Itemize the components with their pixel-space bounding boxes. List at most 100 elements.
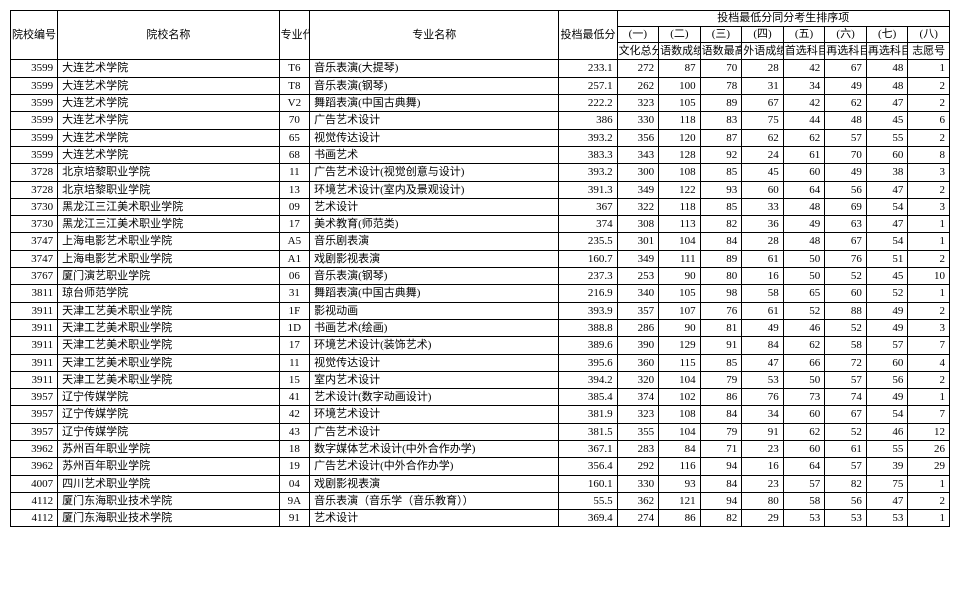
table-row: 3957辽宁传媒学院43广告艺术设计381.535510479916252461… [11, 423, 950, 440]
cell-school: 大连艺术学院 [58, 77, 280, 94]
cell-c6: 74 [825, 389, 867, 406]
header-group: 投档最低分同分考生排序项 [617, 11, 949, 27]
cell-c4: 29 [742, 510, 784, 527]
cell-c2: 104 [659, 423, 701, 440]
cell-code: 3957 [11, 423, 58, 440]
cell-score: 394.2 [559, 371, 617, 388]
cell-c3: 84 [700, 233, 742, 250]
cell-c1: 374 [617, 389, 659, 406]
cell-mcode: 9A [279, 492, 309, 509]
cell-c6: 53 [825, 510, 867, 527]
cell-school: 大连艺术学院 [58, 112, 280, 129]
cell-code: 3911 [11, 371, 58, 388]
cell-major: 广告艺术设计(中外合作办学) [310, 458, 559, 475]
cell-score: 395.6 [559, 354, 617, 371]
cell-c5: 53 [783, 510, 825, 527]
cell-mcode: 19 [279, 458, 309, 475]
cell-c3: 71 [700, 441, 742, 458]
header-c7: 再选科目次高成绩 [866, 43, 908, 60]
cell-c5: 62 [783, 337, 825, 354]
cell-c2: 118 [659, 198, 701, 215]
cell-c8: 1 [908, 216, 950, 233]
cell-c3: 93 [700, 181, 742, 198]
cell-mcode: 65 [279, 129, 309, 146]
cell-code: 3728 [11, 181, 58, 198]
cell-c7: 39 [866, 458, 908, 475]
cell-c2: 104 [659, 371, 701, 388]
cell-c6: 48 [825, 112, 867, 129]
cell-c8: 2 [908, 302, 950, 319]
cell-c3: 84 [700, 406, 742, 423]
cell-c6: 70 [825, 146, 867, 163]
cell-c8: 26 [908, 441, 950, 458]
header-subnum-5: (五) [783, 27, 825, 43]
table-row: 3911天津工艺美术职业学院11视觉传达设计395.63601158547667… [11, 354, 950, 371]
table-row: 4112厦门东海职业技术学院9A音乐表演（音乐学（音乐教育））55.536212… [11, 492, 950, 509]
cell-c6: 49 [825, 77, 867, 94]
cell-c8: 8 [908, 146, 950, 163]
cell-c4: 60 [742, 181, 784, 198]
cell-c5: 44 [783, 112, 825, 129]
cell-c1: 262 [617, 77, 659, 94]
cell-c4: 91 [742, 423, 784, 440]
cell-c5: 62 [783, 423, 825, 440]
cell-c6: 58 [825, 337, 867, 354]
cell-major: 环境艺术设计(装饰艺术) [310, 337, 559, 354]
cell-mcode: 06 [279, 268, 309, 285]
cell-c7: 57 [866, 337, 908, 354]
table-row: 3911天津工艺美术职业学院17环境艺术设计(装饰艺术)389.63901299… [11, 337, 950, 354]
cell-c6: 57 [825, 371, 867, 388]
cell-score: 393.2 [559, 164, 617, 181]
cell-major: 艺术设计 [310, 198, 559, 215]
cell-c8: 29 [908, 458, 950, 475]
cell-code: 3962 [11, 441, 58, 458]
cell-c3: 89 [700, 95, 742, 112]
cell-major: 美术教育(师范类) [310, 216, 559, 233]
cell-c1: 349 [617, 250, 659, 267]
cell-mcode: 13 [279, 181, 309, 198]
cell-school: 北京培黎职业学院 [58, 164, 280, 181]
cell-mcode: 15 [279, 371, 309, 388]
cell-c3: 70 [700, 60, 742, 77]
cell-school: 上海电影艺术职业学院 [58, 233, 280, 250]
table-row: 3747上海电影艺术职业学院A1戏剧影视表演160.73491118961507… [11, 250, 950, 267]
cell-mcode: 17 [279, 216, 309, 233]
cell-c2: 129 [659, 337, 701, 354]
cell-c3: 92 [700, 146, 742, 163]
cell-c4: 31 [742, 77, 784, 94]
cell-c1: 300 [617, 164, 659, 181]
cell-c7: 53 [866, 510, 908, 527]
cell-code: 3767 [11, 268, 58, 285]
cell-c4: 16 [742, 458, 784, 475]
cell-c7: 38 [866, 164, 908, 181]
cell-c7: 54 [866, 198, 908, 215]
cell-c8: 7 [908, 406, 950, 423]
cell-c5: 65 [783, 285, 825, 302]
table-row: 3911天津工艺美术职业学院1D书画艺术(绘画)388.828690814946… [11, 319, 950, 336]
cell-c7: 47 [866, 492, 908, 509]
table-header: 院校编号 院校名称 专业代号 专业名称 投档最低分 投档最低分同分考生排序项 (… [11, 11, 950, 60]
cell-c3: 85 [700, 164, 742, 181]
cell-code: 3599 [11, 146, 58, 163]
cell-c4: 67 [742, 95, 784, 112]
cell-c7: 60 [866, 354, 908, 371]
cell-school: 琼台师范学院 [58, 285, 280, 302]
cell-mcode: 1D [279, 319, 309, 336]
cell-c1: 356 [617, 129, 659, 146]
cell-c6: 56 [825, 181, 867, 198]
cell-code: 3811 [11, 285, 58, 302]
cell-mcode: 68 [279, 146, 309, 163]
cell-c6: 76 [825, 250, 867, 267]
header-c1: 文化总分 [617, 43, 659, 60]
cell-score: 388.8 [559, 319, 617, 336]
table-row: 4007四川艺术职业学院04戏剧影视表演160.1330938423578275… [11, 475, 950, 492]
cell-school: 天津工艺美术职业学院 [58, 302, 280, 319]
header-school-name: 院校名称 [58, 11, 280, 60]
header-c6: 再选科目最高成绩 [825, 43, 867, 60]
cell-c7: 55 [866, 441, 908, 458]
cell-c3: 79 [700, 423, 742, 440]
cell-school: 大连艺术学院 [58, 60, 280, 77]
table-row: 3599大连艺术学院68书画艺术383.334312892246170608 [11, 146, 950, 163]
cell-c5: 64 [783, 181, 825, 198]
cell-c7: 54 [866, 233, 908, 250]
